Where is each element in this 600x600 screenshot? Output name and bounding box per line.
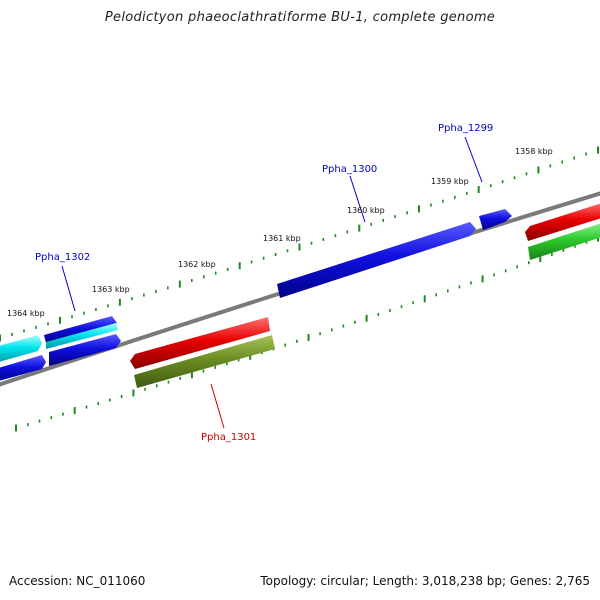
- gene-arrow-blue-lower-1302[interactable]: [49, 334, 121, 366]
- scale-label-1359: 1359 kbp: [431, 177, 469, 186]
- scale-label-1364: 1364 kbp: [7, 309, 45, 318]
- gene-labels: Ppha_1302 Ppha_1300 Ppha_1299 Ppha_1301: [35, 123, 493, 443]
- gene-arrow-olive-1301[interactable]: [134, 335, 275, 388]
- scale-label-1360: 1360 kbp: [347, 206, 385, 215]
- gene-arrow-blue-left[interactable]: [0, 355, 46, 382]
- label-leader-lines: [61, 136, 483, 429]
- scale-label-1361: 1361 kbp: [263, 234, 301, 243]
- gene-label-ppha-1300: Ppha_1300: [322, 164, 377, 175]
- gene-arrow-green-right[interactable]: [528, 222, 600, 260]
- scale-ticks-upper: [0, 146, 599, 342]
- gene-arrow-ppha-1300[interactable]: [277, 222, 476, 298]
- accession-text: Accession: NC_011060: [9, 574, 146, 588]
- gene-arrow-ppha-1299[interactable]: [479, 209, 512, 230]
- scale-label-1362: 1362 kbp: [178, 260, 216, 269]
- scale-labels: 1364 kbp 1363 kbp 1362 kbp 1361 kbp 1360…: [7, 147, 553, 318]
- gene-label-ppha-1302: Ppha_1302: [35, 252, 90, 263]
- gene-arrow-cyan-1302[interactable]: [46, 323, 118, 349]
- scale-ticks-lower: [15, 234, 599, 432]
- gene-arrow-cyan-left[interactable]: [0, 335, 42, 363]
- map-title: Pelodictyon phaeoclathratiforme BU-1, co…: [104, 10, 496, 25]
- gene-arrow-ppha-1301[interactable]: [130, 317, 270, 369]
- genome-summary-text: Topology: circular; Length: 3,018,238 bp…: [260, 574, 590, 588]
- scale-label-1363: 1363 kbp: [92, 285, 130, 294]
- scale-label-1358: 1358 kbp: [515, 147, 553, 156]
- gene-label-ppha-1299: Ppha_1299: [438, 123, 493, 134]
- gene-arrow-ppha-1302[interactable]: [44, 316, 117, 343]
- gene-label-ppha-1301: Ppha_1301: [201, 432, 256, 443]
- gene-arrow-red-right[interactable]: [525, 202, 600, 241]
- gene-features: [0, 202, 600, 388]
